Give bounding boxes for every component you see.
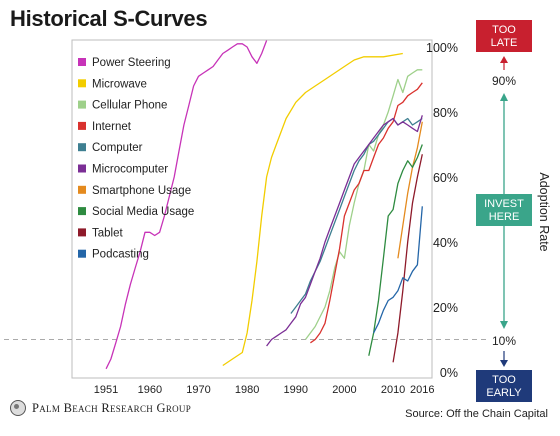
y-tick-label: 80% (433, 106, 458, 120)
legend-label: Microwave (92, 78, 147, 90)
legend-swatch (78, 249, 86, 258)
publisher-name: Palm Beach Research Group (32, 400, 192, 415)
legend-swatch (78, 185, 86, 194)
y-axis-label: Adoption Rate (537, 172, 551, 251)
legend-swatch (78, 228, 86, 237)
legend-swatch (78, 143, 86, 152)
x-tick-label: 1960 (138, 384, 162, 396)
y-tick-label: 100% (426, 41, 458, 55)
x-tick-label: 1970 (186, 384, 210, 396)
too-early-label: TOO (492, 374, 516, 386)
legend-label: Power Steering (92, 57, 171, 69)
invest-here-box (476, 194, 532, 226)
legend-label: Internet (92, 121, 132, 133)
x-tick-label: 2016 (410, 384, 434, 396)
series-line-social-media-usage (368, 144, 423, 356)
legend-label: Microcomputer (92, 164, 168, 176)
legend-label: Cellular Phone (92, 100, 167, 112)
series-line-internet (310, 82, 423, 344)
invest-arrow-down-icon (500, 321, 508, 329)
legend-label: Podcasting (92, 249, 149, 261)
x-tick-label: 2000 (332, 384, 356, 396)
x-tick-label: 1980 (235, 384, 259, 396)
invest-arrow-up-icon (500, 93, 508, 101)
upper-mark-label: 90% (492, 74, 516, 88)
invest-here-label: INVEST (484, 198, 524, 210)
legend-swatch (78, 207, 86, 216)
too-late-label: TOO (492, 24, 516, 36)
legend-swatch (78, 100, 86, 109)
too-late-label: LATE (491, 37, 518, 49)
chart-title: Historical S-Curves (10, 6, 208, 31)
x-tick-label: 1951 (94, 384, 118, 396)
series-line-tablet (392, 154, 423, 363)
legend-swatch (78, 121, 86, 130)
x-tick-label: 1990 (284, 384, 308, 396)
invest-here-label: HERE (489, 211, 520, 223)
series-line-podcasting (373, 206, 423, 334)
too-early-box (476, 370, 532, 402)
legend-label: Computer (92, 142, 143, 154)
series-line-microwave (222, 52, 403, 367)
series-line-cellular-phone (304, 69, 423, 340)
legend-swatch (78, 79, 86, 88)
legend-swatch (78, 164, 86, 173)
legend-swatch (78, 58, 86, 66)
legend-label: Tablet (92, 227, 123, 239)
source-note: Source: Off the Chain Capital (405, 408, 548, 420)
series-line-microcomputer (266, 115, 423, 347)
y-tick-label: 20% (433, 301, 458, 315)
seal-icon (10, 400, 26, 416)
too-early-label: EARLY (486, 387, 522, 399)
plot-frame (71, 39, 433, 379)
legend-label: Smartphone Usage (92, 185, 191, 197)
legend-label: Social Media Usage (92, 206, 194, 218)
series-line-power-steering (105, 40, 268, 370)
y-tick-label: 0% (440, 366, 458, 380)
y-tick-label: 60% (433, 171, 458, 185)
x-tick-label: 2010 (381, 384, 405, 396)
series-line-smartphone-usage (397, 121, 423, 259)
arrow-up-icon (500, 56, 508, 63)
too-late-box (476, 20, 532, 52)
y-tick-label: 40% (433, 236, 458, 250)
arrow-down-icon (500, 360, 508, 367)
lower-mark-label: 10% (492, 334, 516, 348)
publisher-logo: Palm Beach Research Group (10, 400, 191, 416)
